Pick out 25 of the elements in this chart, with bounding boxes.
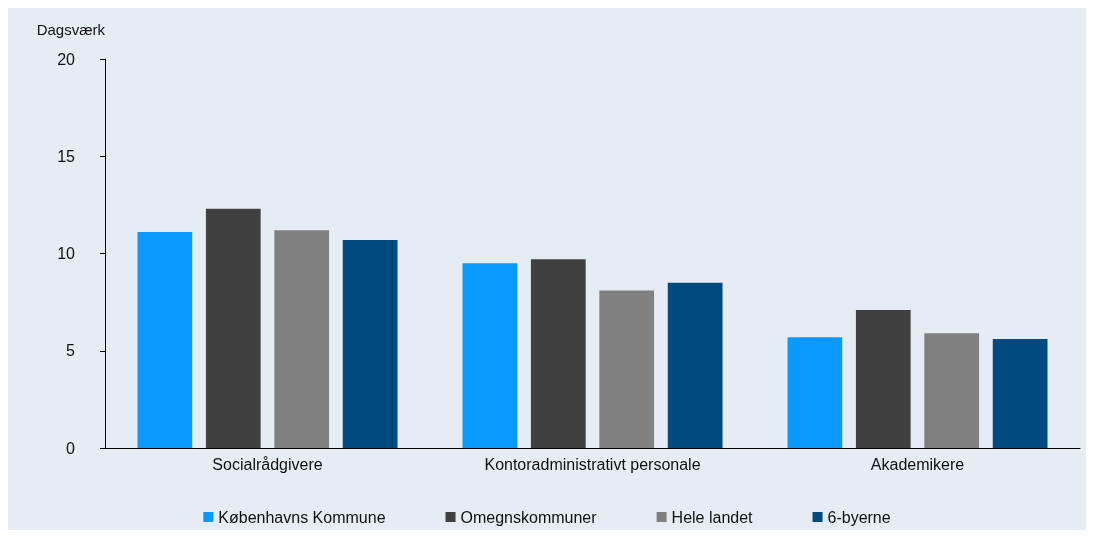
y-tick-label: 10	[57, 245, 76, 262]
legend-label: Københavns Kommune	[218, 508, 386, 526]
bar	[667, 282, 723, 448]
y-tick-label: 15	[57, 147, 76, 165]
bar	[855, 309, 911, 448]
bar	[599, 290, 655, 448]
legend-label: 6-byerne	[827, 508, 891, 526]
bar	[274, 230, 330, 448]
x-tick-label: Kontoradministrativt personale	[484, 455, 701, 473]
bar	[992, 339, 1048, 448]
bar	[342, 239, 398, 448]
legend-label: Hele landet	[671, 508, 754, 526]
legend-label: Omegnskommuner	[460, 508, 598, 526]
y-tick-label: 5	[66, 342, 76, 360]
bar	[787, 337, 843, 448]
y-tick-label: 20	[57, 50, 76, 68]
bar	[137, 232, 193, 448]
x-tick-label: Socialrådgivere	[212, 455, 323, 473]
x-tick-label: Akademikere	[870, 455, 965, 473]
bar	[462, 263, 518, 448]
bar	[530, 259, 586, 448]
y-tick-label: 0	[66, 439, 76, 457]
bar	[205, 208, 261, 448]
bar	[924, 333, 980, 448]
y-axis-title: Dagsværk	[36, 21, 106, 38]
